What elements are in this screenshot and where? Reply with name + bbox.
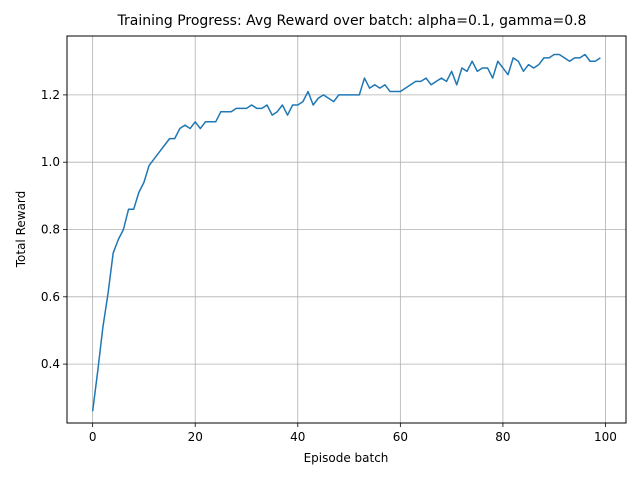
- y-tick-label: 0.8: [41, 223, 60, 237]
- y-tick-label: 0.6: [41, 290, 60, 304]
- chart-title: Training Progress: Avg Reward over batch…: [117, 13, 587, 29]
- plot-area: [91, 53, 601, 412]
- x-tick-label: 40: [290, 430, 305, 444]
- y-axis-label: Total Reward: [14, 191, 28, 269]
- x-tick-label: 80: [495, 430, 510, 444]
- y-tick-label: 1.2: [41, 88, 60, 102]
- x-tick-label: 0: [89, 430, 97, 444]
- y-axis-ticks: 0.4 0.6 0.8 1.0 1.2: [41, 88, 67, 371]
- x-axis-ticks: 0 20 40 60 80 100: [89, 423, 617, 444]
- y-tick-label: 0.4: [41, 357, 60, 371]
- y-tick-label: 1.0: [41, 155, 60, 169]
- x-axis-label: Episode batch: [304, 451, 389, 465]
- x-tick-label: 20: [188, 430, 203, 444]
- x-tick-label: 60: [393, 430, 408, 444]
- grid: [67, 36, 626, 423]
- x-tick-label: 100: [594, 430, 617, 444]
- plot-frame: [66, 35, 627, 424]
- series-line: [91, 53, 601, 412]
